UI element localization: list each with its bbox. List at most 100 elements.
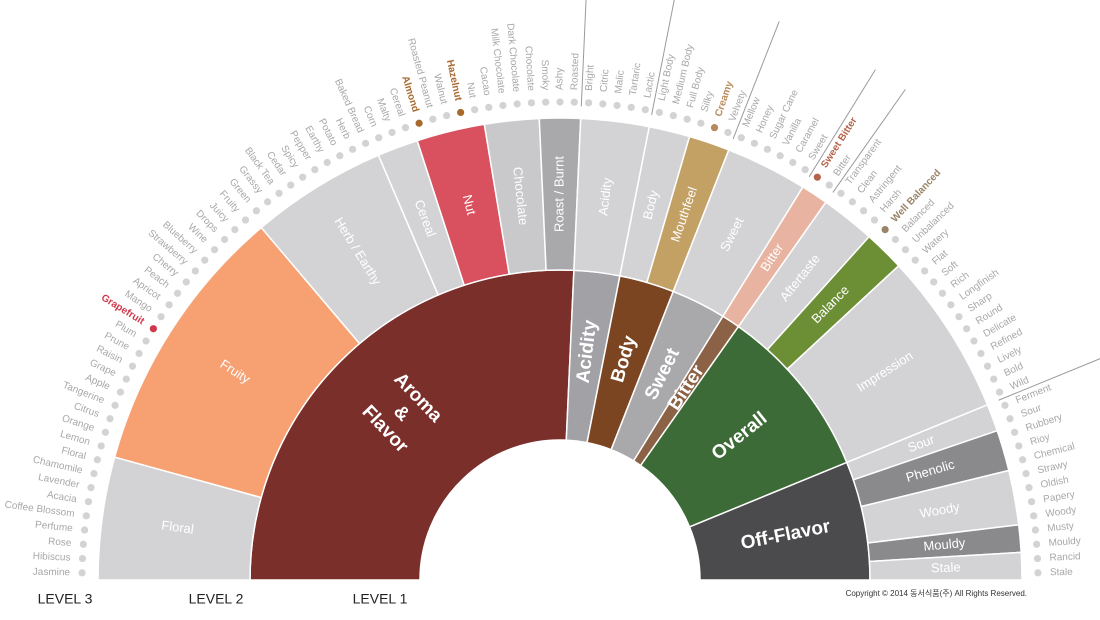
descriptor-dot [513,100,521,108]
descriptor-dot [149,325,157,333]
descriptor-dot [116,388,125,396]
descriptor-dot [415,119,423,127]
descriptor-dot [323,158,331,167]
descriptor-label: Silky [699,90,716,113]
descriptor-dot [311,166,319,174]
descriptor-label: Papery [1043,489,1076,505]
descriptor-dot [837,189,845,197]
descriptor-dot [182,278,190,286]
descriptor-dot [97,442,105,450]
descriptor-dot [1030,512,1038,520]
descriptor-dot [1001,401,1009,409]
descriptor-dot [750,139,759,147]
level2-label: Woody [918,499,961,521]
descriptor-dot [763,145,771,153]
separator [732,21,780,139]
descriptor-dot [1006,415,1014,423]
separator [808,69,876,178]
descriptor-dot [848,198,857,206]
descriptor-label: Tartaric [628,62,644,96]
descriptor-dot [1033,540,1041,548]
descriptor-dot [911,256,919,264]
descriptor-label: Stale [1050,567,1073,578]
descriptor-dot [79,540,87,548]
descriptor-label: Citric [599,69,612,93]
descriptor-label: Acacia [46,490,78,506]
descriptor-dot [859,207,868,215]
descriptor-dot [1034,569,1042,577]
descriptor-dot [613,101,621,110]
descriptor-label: Roasted [569,53,581,91]
descriptor-dot [122,375,130,383]
descriptor-label: Floral [60,445,87,462]
descriptor-dot [737,134,745,142]
descriptor-dot [252,207,261,215]
descriptor-label: Smoky [539,60,551,91]
descriptor-label: Dark Chocolate [504,23,521,93]
descriptor-dot [81,526,89,534]
descriptor-dot [527,99,536,107]
descriptor-label: Perfume [35,520,74,535]
descriptor-label: Cacao [477,66,492,97]
level2-label: Acidity [595,176,615,216]
descriptor-label: Musty [1047,521,1075,535]
descriptor-dot [173,289,182,297]
descriptor-dot [201,256,209,264]
descriptor-dot [1025,484,1033,492]
descriptor-dot [776,152,784,160]
descriptor-label: Malic [613,70,627,94]
descriptor-dot [947,301,955,309]
descriptor-dot [542,98,550,106]
level2-label: Body [640,188,662,221]
descriptor-dot [963,325,971,333]
descriptor-dot [111,401,119,409]
descriptor-dot [801,166,809,174]
descriptor-dot [157,313,165,321]
descriptor-dot [881,226,889,234]
separator [651,0,675,116]
descriptor-dot [789,158,797,167]
descriptor-dot [891,235,900,244]
descriptor-dot [570,98,578,106]
level2-ring [97,117,1023,581]
descriptor-dot [101,428,109,436]
labels [78,0,1100,577]
separator [580,0,587,107]
level2-segment [868,551,1023,581]
descriptor-label: Oldish [1040,475,1070,491]
descriptor-dot [930,278,938,286]
descriptor-dot [983,362,992,370]
descriptor-label: Ashy [555,68,566,90]
descriptor-dot [599,100,607,108]
descriptor-label: Mouldy [1048,536,1081,549]
descriptor-dot [93,456,101,464]
level-label: LEVEL 3 [38,591,93,607]
descriptor-dot [128,362,137,370]
descriptor-label: Rose [48,536,73,549]
descriptor-dot [84,498,93,506]
descriptor-label: Jasmine [33,567,71,579]
descriptor-dot [299,173,307,181]
descriptor-dot [641,106,649,114]
descriptor-dot [87,484,95,492]
descriptor-label: Chocolate [522,46,536,92]
descriptor-dot [977,349,985,358]
descriptor-dot [1027,498,1036,506]
separator [832,89,906,193]
descriptor-dot [556,98,564,106]
level2-label: Floral [161,518,195,537]
descriptor-dot [683,115,691,123]
descriptor-dot [349,145,357,153]
descriptor-dot [375,134,383,142]
descriptor-dot [220,235,229,244]
descriptor-dot [429,115,437,123]
descriptor-dot [241,216,250,224]
descriptor-dot [142,337,150,345]
descriptor-dot [1031,526,1039,534]
descriptor-dot [336,152,344,160]
descriptor-dot [669,112,677,120]
descriptor-dot [584,99,593,107]
descriptor-label: Rancid [1049,551,1081,563]
descriptor-dot [471,106,479,114]
